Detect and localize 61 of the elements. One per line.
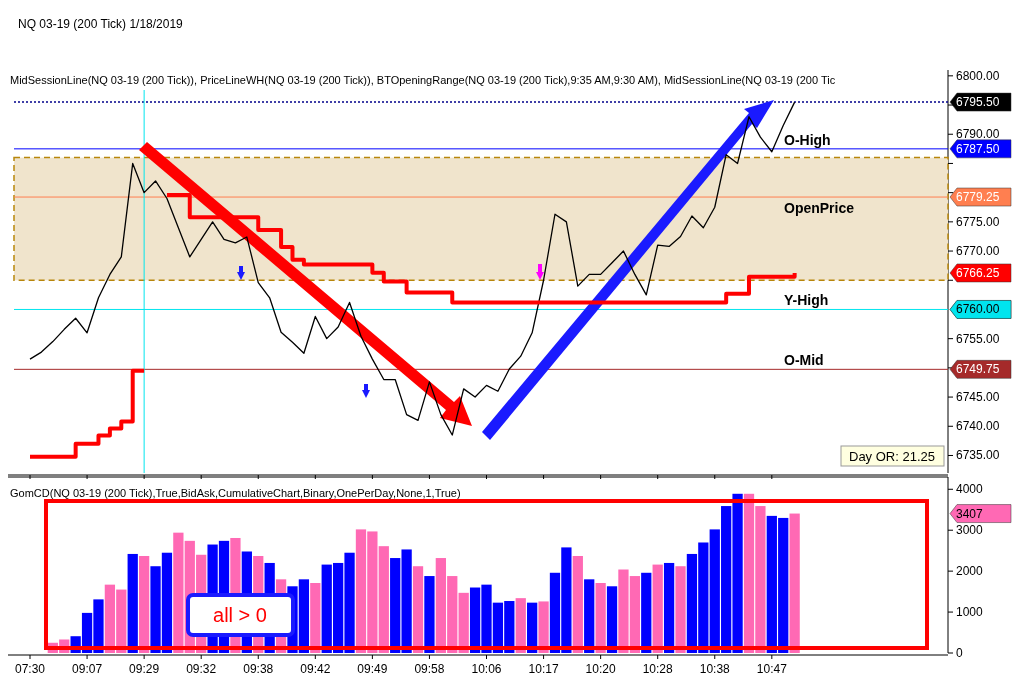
x-tick-label: 07:30 (14, 662, 46, 676)
y-tick-label: 6760.00 (956, 302, 1000, 317)
bar (138, 556, 150, 653)
bar (515, 598, 526, 653)
bar (412, 566, 424, 653)
chart-subtitle: MidSessionLine(NQ 03-19 (200 Tick)), PriceLineWH(NQ 03-19 (200 Tick)), BTOpeningRange(NQ 03-19 (200 Tick),9:35 AM,9:30 AM), MidSessionLine(NQ 03-19 (200 Tic (10, 74, 836, 86)
bar (458, 592, 469, 653)
y-tick-label: 6779.25 (956, 190, 1000, 205)
bar (538, 601, 549, 653)
bar (310, 583, 321, 653)
text: GomCD(NQ 03-19 (200 Tick),True,BidAsk,CumulativeChart,Binary,OnePerDay,None,1,True) (10, 487, 461, 499)
y-tick-label: 1000 (956, 605, 984, 620)
ref-line-label: O-Mid (784, 352, 824, 369)
bar (652, 564, 663, 653)
y-tick-label: 3407 (956, 506, 984, 521)
y-tick-label: 2000 (956, 564, 984, 579)
ref-line-label: O-High (784, 131, 831, 148)
x-tick-label: 10:20 (585, 662, 616, 676)
annotation: Day OR: 21.25 (849, 449, 935, 464)
ref-line-label: OpenPrice (784, 200, 855, 217)
bar (663, 562, 675, 653)
x-tick-label: 09:38 (243, 662, 274, 676)
bar (595, 583, 606, 653)
x-tick-label: 09:29 (129, 662, 160, 676)
y-tick-label: 6745.00 (956, 390, 1000, 405)
x-tick-label: 10:38 (699, 662, 731, 676)
chart-title: NQ 03-19 (200 Tick) 1/18/2019 (18, 17, 184, 31)
bar (127, 553, 138, 653)
x-tick-label: 10:47 (756, 662, 788, 676)
x-tick-label: 10:06 (471, 662, 502, 676)
x-tick-label: 09:58 (414, 662, 445, 676)
y-tick-label: 0 (956, 646, 963, 660)
y-tick-label: 6740.00 (956, 419, 1000, 434)
y-tick-label: 6790.00 (956, 127, 1000, 142)
bar (572, 556, 583, 653)
bar (675, 566, 686, 653)
y-tick-label: 6800.00 (956, 68, 1000, 83)
y-tick-label: 4000 (956, 482, 984, 497)
y-tick-label: 6787.50 (956, 141, 1000, 156)
bar (641, 572, 652, 653)
y-tick-label: 6735.00 (956, 448, 1000, 463)
y-tick-label: 6770.00 (956, 244, 1000, 259)
bar (584, 579, 595, 653)
y-tick-label: 6749.75 (956, 362, 1000, 377)
y-tick-label: 6795.50 (956, 95, 1000, 110)
x-tick-label: 10:17 (528, 662, 559, 676)
y-tick-label: 6775.00 (956, 214, 1000, 229)
x-tick-label: 09:32 (186, 662, 217, 676)
y-tick-label: 6755.00 (956, 331, 1000, 346)
bar (173, 532, 184, 653)
x-tick-label: 09:07 (72, 662, 103, 676)
ref-line-label: Y-High (784, 292, 829, 309)
y-tick-label: 6766.25 (956, 265, 1000, 280)
x-tick-label: 10:28 (642, 662, 674, 676)
x-tick-label: 09:49 (357, 662, 388, 676)
y-tick-label: 3000 (956, 523, 984, 538)
bar (606, 586, 618, 653)
bar (424, 576, 435, 653)
x-tick-label: 09:42 (300, 662, 331, 676)
annotation: all > 0 (213, 604, 267, 626)
bar (789, 513, 800, 653)
